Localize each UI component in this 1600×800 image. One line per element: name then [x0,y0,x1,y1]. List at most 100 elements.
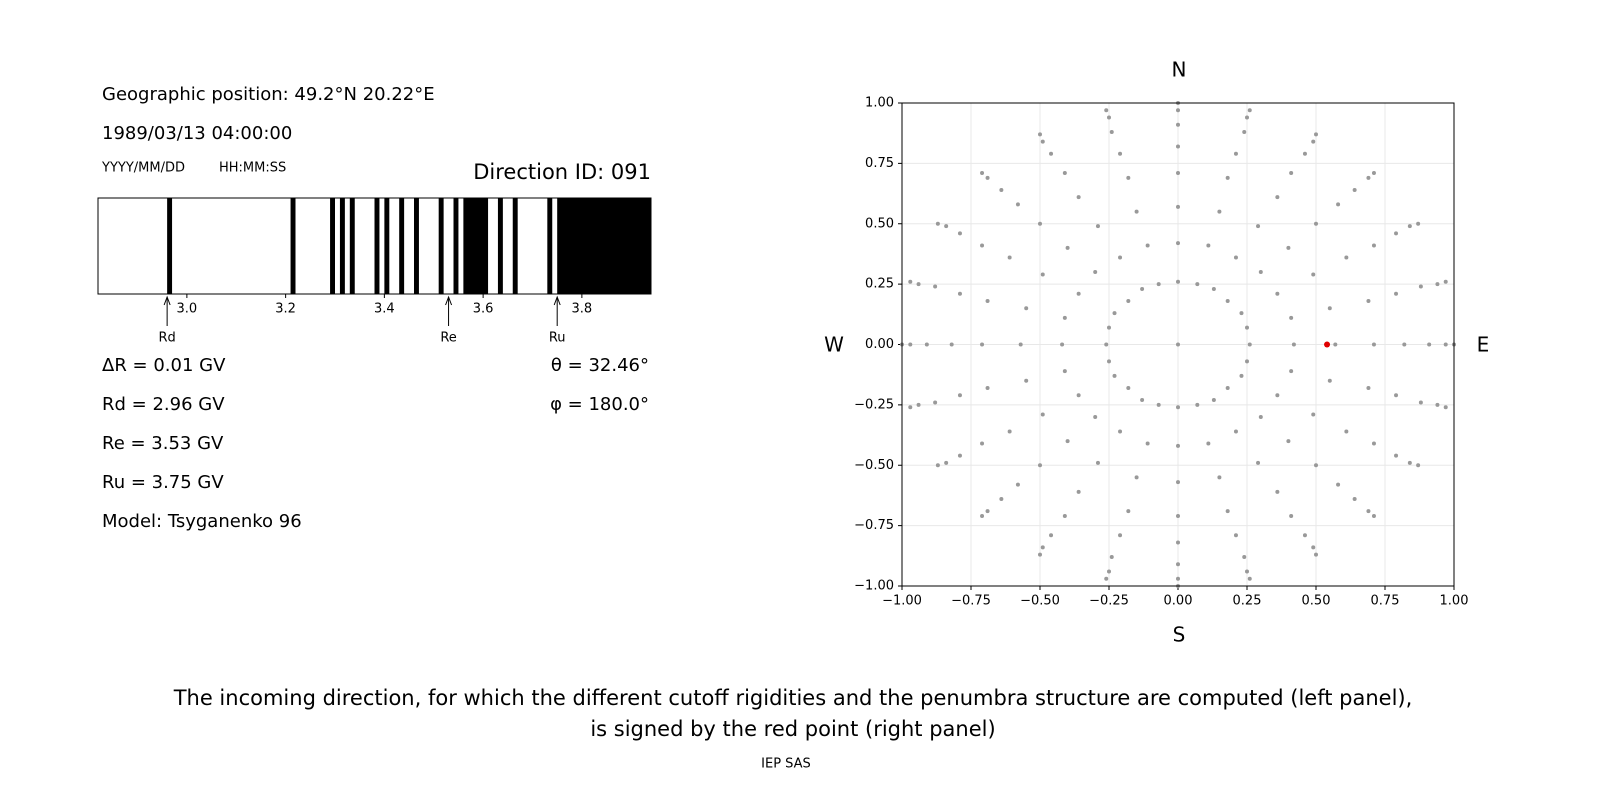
point [1242,129,1247,134]
point [1076,291,1081,296]
forbidden-band [330,198,335,294]
footer: IEP SAS [761,757,811,772]
point [1289,369,1294,374]
x-tick-label: −0.25 [1089,594,1129,609]
point [1065,245,1070,250]
point [1314,463,1318,468]
point [924,342,929,347]
point [1040,139,1045,144]
point [933,284,938,289]
x-tick-label: 3.4 [374,302,395,317]
point [1371,342,1376,347]
datetime: 1989/03/13 04:00:00 [102,123,292,144]
point [1256,460,1261,465]
arrow-head [163,295,171,306]
forbidden-band [349,198,355,294]
point [957,453,962,458]
bar-frame [97,197,652,295]
marker-label: Rd [158,331,175,346]
point [1156,402,1161,407]
point [1195,282,1200,287]
forbidden-band [290,198,296,294]
point [1195,402,1200,407]
point [1435,282,1440,287]
point [1247,342,1252,347]
point [1049,533,1054,538]
y-tick-label: 0.75 [865,156,894,171]
x-tick-label: 1.00 [1440,594,1469,609]
forbidden-band [557,198,651,294]
point [1109,129,1114,134]
point [957,393,962,398]
point [1126,385,1131,390]
point [1443,405,1448,410]
forbidden-band [374,198,380,294]
point [1324,341,1331,348]
point [1418,400,1423,405]
plot-frame [901,102,1455,587]
point [1427,342,1432,347]
point [985,385,990,390]
point [1371,441,1376,446]
point [916,402,921,407]
point [1104,108,1109,113]
x-tick-label: 0.00 [1164,594,1193,609]
point [1289,315,1294,320]
marker-label: Ru [549,331,566,346]
point [1156,282,1161,287]
x-tick-label: 0.75 [1371,594,1400,609]
point [908,405,913,410]
point [1018,342,1023,347]
point [1289,171,1294,176]
point [1104,576,1109,581]
forbidden-band [512,198,518,294]
point [1311,272,1316,277]
point [1402,342,1407,347]
point [1176,241,1180,246]
point [1095,460,1100,465]
point [957,291,962,296]
delta-r: ΔR = 0.01 GV [102,355,226,376]
point [1134,475,1139,480]
point [1311,545,1316,550]
point [1311,139,1316,144]
point [1145,441,1150,446]
point [1112,373,1117,378]
x-tick-label: 3.2 [275,302,296,317]
point [1015,482,1020,487]
model: Model: Tsyganenko 96 [102,511,302,532]
point [1112,311,1117,316]
point [1217,475,1222,480]
point [1038,463,1042,468]
point [1247,108,1252,113]
point [1314,552,1318,557]
point [1245,569,1249,574]
point [1176,204,1180,209]
x-tick-label: 3.6 [473,302,494,317]
point [1038,221,1042,226]
point [1371,171,1376,176]
point [1093,414,1098,419]
forbidden-band [438,198,444,294]
point [1024,378,1029,383]
point [1040,545,1045,550]
point [1118,151,1123,156]
point [1327,378,1332,383]
point [999,497,1004,502]
point [1126,299,1131,304]
point [1275,393,1280,398]
time-format: HH:MM:SS [219,161,286,176]
y-tick-label: −0.75 [854,518,894,533]
point [944,224,949,229]
point [1176,513,1180,518]
point [1407,224,1412,229]
point [1109,555,1114,560]
forbidden-band [453,198,459,294]
marker-label: Re [440,331,456,346]
point [1314,132,1318,137]
forbidden-band [414,198,419,294]
point [1095,224,1100,229]
point [1038,132,1042,137]
point [1176,576,1180,581]
